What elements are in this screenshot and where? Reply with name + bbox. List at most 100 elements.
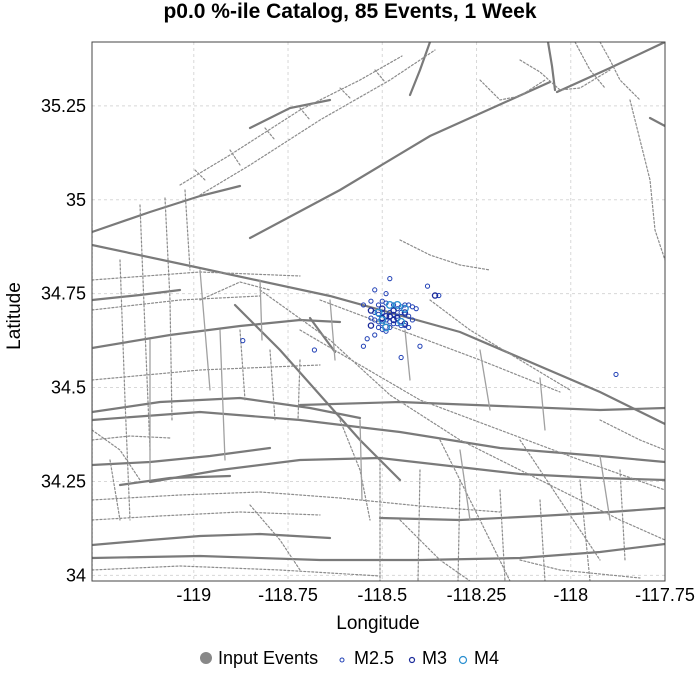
event-marker-m25 bbox=[413, 306, 419, 312]
legend-marker-input-events bbox=[200, 652, 212, 664]
legend-label-m3: M3 bbox=[422, 648, 447, 668]
event-marker-m3 bbox=[431, 292, 439, 299]
fault-trace-dotted bbox=[319, 299, 561, 393]
fault-trace-dotted bbox=[269, 349, 276, 421]
event-marker-m25 bbox=[372, 332, 378, 338]
fault-trace-dotted bbox=[92, 429, 141, 481]
fault-line bbox=[248, 80, 552, 240]
fault-trace-thin bbox=[539, 377, 546, 431]
fault-trace-dotted bbox=[299, 107, 311, 121]
fault-trace-dotted bbox=[199, 49, 436, 196]
fault-lines bbox=[92, 42, 665, 581]
fault-trace-dotted bbox=[399, 519, 471, 581]
fault-trace-dotted bbox=[399, 239, 491, 271]
fault-trace-dotted bbox=[539, 499, 546, 581]
event-marker-m25 bbox=[387, 276, 393, 282]
fault-trace-dotted bbox=[299, 329, 665, 491]
fault-trace-dotted bbox=[479, 79, 546, 101]
fault-trace-thin bbox=[199, 269, 211, 391]
event-marker-m25 bbox=[424, 283, 431, 289]
event-markers bbox=[240, 276, 619, 378]
chart-title: p0.0 %-ile Catalog, 85 Events, 1 Week bbox=[163, 0, 537, 23]
event-marker-m3 bbox=[367, 322, 375, 329]
event-marker-m25 bbox=[383, 291, 389, 297]
event-marker-m25 bbox=[398, 354, 404, 361]
fault-line bbox=[546, 42, 557, 92]
event-marker-m25 bbox=[375, 302, 382, 308]
fault-trace-dotted bbox=[374, 69, 386, 83]
fault-trace-dotted bbox=[599, 419, 665, 451]
event-marker-m25 bbox=[360, 343, 367, 349]
y-tick-label: 34.75 bbox=[41, 284, 86, 304]
fault-trace-dotted bbox=[579, 479, 591, 581]
fault-trace-dotted bbox=[92, 565, 381, 577]
event-marker-m4 bbox=[400, 304, 409, 313]
fault-trace-dotted bbox=[264, 127, 276, 141]
legend-label-m4: M4 bbox=[474, 648, 499, 668]
fault-trace-dotted bbox=[119, 259, 131, 521]
fault-trace-dotted bbox=[457, 479, 461, 581]
fault-trace-thin bbox=[219, 329, 226, 461]
event-marker-m25 bbox=[406, 313, 412, 319]
event-marker-m25 bbox=[417, 343, 423, 349]
event-marker-m25 bbox=[390, 302, 397, 308]
event-marker-m25 bbox=[311, 347, 318, 353]
fault-trace-dotted bbox=[109, 459, 121, 521]
event-marker-m4 bbox=[374, 308, 383, 317]
x-tick-label: -119 bbox=[176, 585, 211, 605]
x-tick-label: -118.75 bbox=[258, 585, 318, 605]
fault-trace-thin bbox=[459, 449, 471, 521]
fault-trace-dotted bbox=[92, 511, 321, 521]
legend-label-m25: M2.5 bbox=[354, 648, 394, 668]
fault-line bbox=[378, 506, 665, 522]
fault-trace-dotted bbox=[519, 559, 641, 579]
fault-trace-dotted bbox=[499, 489, 506, 581]
x-axis-label: Longitude bbox=[336, 613, 419, 634]
event-marker-m25 bbox=[240, 338, 246, 344]
legend-marker-m3 bbox=[408, 656, 416, 664]
y-tick-label: 34.25 bbox=[41, 471, 86, 491]
fault-trace-dotted bbox=[92, 364, 321, 381]
event-marker-m25 bbox=[364, 336, 370, 342]
fault-line bbox=[92, 396, 362, 420]
fault-line bbox=[233, 303, 402, 482]
fault-trace-dotted bbox=[629, 99, 665, 261]
legend-marker-m25 bbox=[339, 657, 345, 663]
fault-trace-dotted bbox=[259, 289, 665, 541]
event-marker-m4 bbox=[385, 300, 394, 309]
x-tick-label: -118.25 bbox=[447, 585, 507, 605]
x-tick-label: -118.5 bbox=[357, 585, 407, 605]
y-axis: 34 34.25 34.5 34.75 35 35.25 bbox=[41, 96, 86, 586]
fault-trace-dotted bbox=[339, 419, 371, 521]
event-marker-m25 bbox=[360, 302, 367, 308]
fault-trace-dotted bbox=[92, 491, 501, 513]
fault-trace-dotted bbox=[417, 469, 421, 581]
fault-trace-dotted bbox=[574, 42, 606, 89]
legend: Input Events M2.5 M3 M4 bbox=[200, 648, 499, 668]
fault-line bbox=[648, 116, 665, 128]
y-axis-label: Latitude bbox=[4, 282, 25, 350]
event-marker-m3 bbox=[367, 307, 375, 314]
event-marker-m3 bbox=[401, 309, 409, 316]
event-marker-m25 bbox=[409, 317, 416, 323]
fault-trace-dotted bbox=[249, 504, 301, 571]
fault-line bbox=[92, 446, 272, 467]
fault-trace-thin bbox=[329, 299, 336, 361]
x-tick-label: -118 bbox=[553, 585, 588, 605]
y-tick-label: 34.5 bbox=[51, 378, 86, 398]
event-marker-m25 bbox=[368, 298, 374, 304]
fault-trace-dotted bbox=[179, 55, 403, 186]
fault-line bbox=[408, 42, 432, 97]
fault-line bbox=[118, 474, 232, 487]
plot-frame bbox=[91, 41, 666, 582]
fault-line bbox=[148, 456, 665, 484]
event-marker-m4 bbox=[393, 300, 402, 309]
fault-line bbox=[92, 243, 665, 426]
event-marker-m4 bbox=[397, 317, 406, 326]
event-marker-m25 bbox=[379, 309, 385, 316]
event-marker-m25 bbox=[372, 287, 378, 293]
y-tick-label: 35 bbox=[66, 190, 86, 210]
event-marker-m4 bbox=[378, 316, 387, 324]
fault-trace-dotted bbox=[429, 299, 571, 391]
